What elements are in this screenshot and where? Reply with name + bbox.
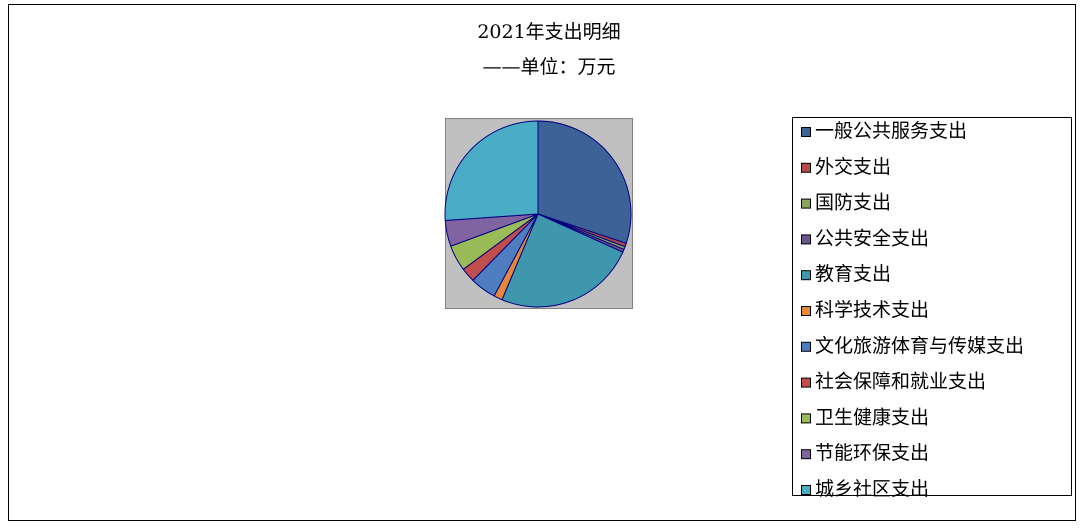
legend-swatch [801, 377, 811, 388]
pie-slice [537, 120, 632, 245]
legend-swatch [801, 413, 811, 424]
legend-swatch [801, 306, 811, 316]
chart-subtitle: ——单位：万元 [482, 56, 615, 78]
legend-label: 外交支出 [815, 156, 891, 178]
legend-label: 科学技术支出 [815, 299, 929, 321]
legend [792, 117, 1072, 496]
legend-swatch [801, 449, 811, 460]
pie-slice [501, 213, 624, 308]
legend-swatch [801, 162, 811, 173]
legend-label: 公共安全支出 [815, 227, 929, 249]
legend-label: 一般公共服务支出 [815, 120, 967, 142]
legend-swatch [801, 127, 811, 137]
legend-swatch [801, 341, 811, 352]
legend-label: 城乡社区支出 [815, 478, 929, 500]
pie-slice [444, 120, 539, 221]
legend-label: 卫生健康支出 [815, 406, 929, 428]
legend-swatch [801, 234, 811, 245]
legend-swatch [801, 270, 811, 281]
chart-title: 2021年支出明细 [477, 21, 620, 43]
legend-label: 文化旅游体育与传媒支出 [815, 335, 1024, 357]
legend-label: 节能环保支出 [815, 442, 929, 464]
legend-swatch [801, 198, 811, 209]
legend-label: 国防支出 [815, 192, 891, 214]
legend-label: 教育支出 [815, 263, 891, 285]
legend-label: 社会保障和就业支出 [815, 371, 986, 393]
legend-swatch [801, 485, 811, 495]
